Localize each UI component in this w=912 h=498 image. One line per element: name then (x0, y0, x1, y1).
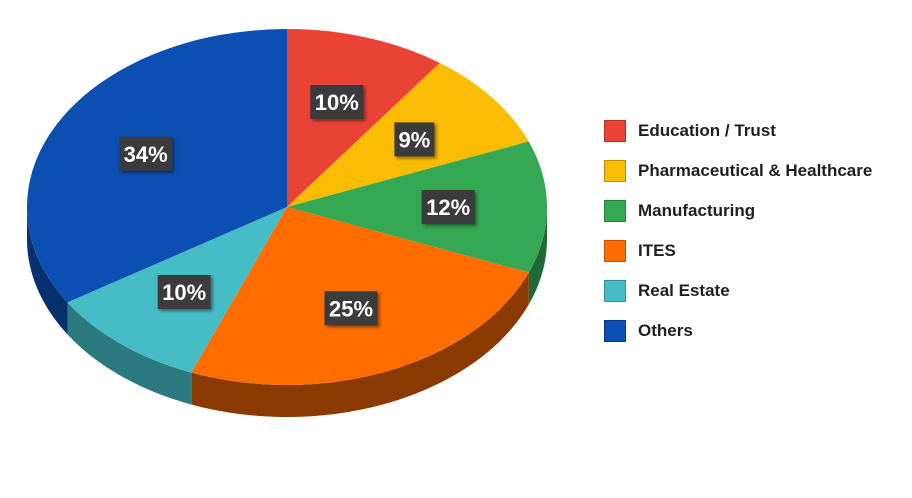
data-label-box (119, 136, 173, 171)
legend-swatch (604, 200, 626, 222)
legend-swatch (604, 120, 626, 142)
data-label-manufacturing: 12% (421, 190, 475, 224)
data-label-text: 34% (124, 142, 168, 167)
data-label-text: 10% (162, 280, 206, 305)
legend-label: Others (638, 321, 693, 340)
data-label-education-trust: 10% (310, 85, 364, 119)
data-label-box (421, 190, 475, 224)
data-label-others: 34% (119, 136, 173, 171)
legend-swatch (604, 160, 626, 182)
legend-item-manufacturing: Manufacturing (604, 198, 904, 224)
legend-item-ites: ITES (604, 238, 904, 264)
data-label-text: 25% (329, 296, 373, 321)
data-label-ites: 25% (324, 291, 378, 326)
pie-side-others (27, 207, 68, 335)
pie-slice-education-trust (287, 28, 440, 207)
data-label-real-estate: 10% (157, 275, 211, 309)
legend-item-pharmaceutical-healthcare: Pharmaceutical & Healthcare (604, 158, 904, 184)
data-label-box (394, 122, 435, 157)
legend-label: Manufacturing (638, 201, 756, 220)
legend-label: ITES (638, 241, 676, 260)
legend-swatch (604, 320, 626, 342)
data-label-box (157, 275, 211, 309)
data-label-box (324, 291, 378, 326)
data-label-pharmaceutical-healthcare: 9% (394, 122, 435, 157)
legend-label: Education / Trust (638, 121, 776, 140)
pie-slice-manufacturing (287, 141, 548, 273)
pie-side-ites (191, 272, 529, 417)
data-label-text: 12% (426, 195, 470, 220)
legend-item-real-estate: Real Estate (604, 278, 904, 304)
pie-side-real-estate (67, 302, 192, 405)
legend-item-others: Others (604, 318, 904, 344)
legend-swatch (604, 240, 626, 262)
legend: Education / Trust Pharmaceutical & Healt… (604, 118, 904, 358)
legend-item-education-trust: Education / Trust (604, 118, 904, 144)
legend-swatch (604, 280, 626, 302)
legend-label: Real Estate (638, 281, 730, 300)
data-label-text: 9% (399, 127, 431, 152)
pie-side-manufacturing (528, 207, 547, 305)
data-label-box (310, 85, 364, 119)
data-label-text: 10% (315, 90, 359, 115)
legend-label: Pharmaceutical & Healthcare (638, 161, 873, 180)
